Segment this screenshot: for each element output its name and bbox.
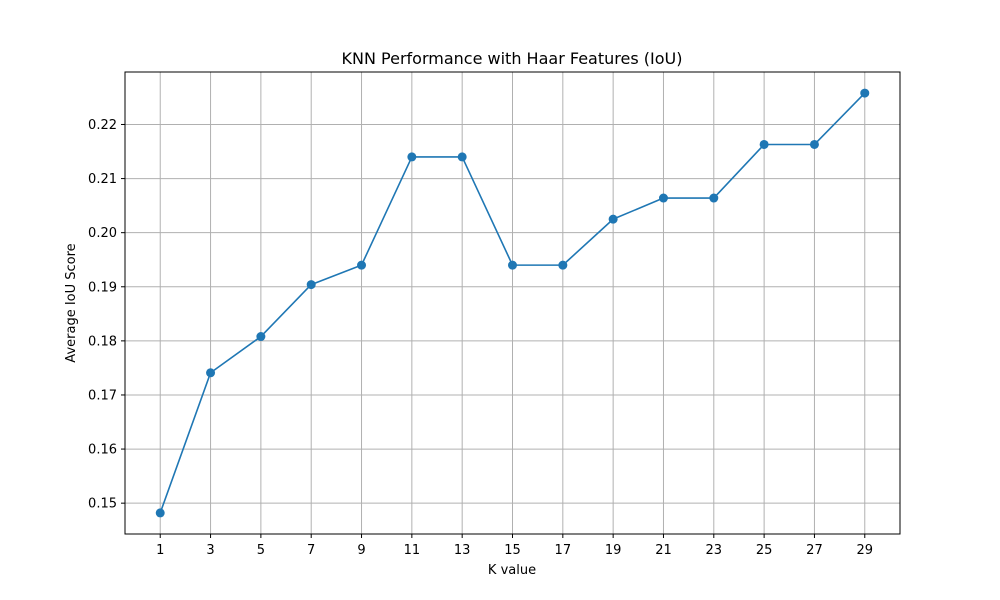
- series-group: [155, 88, 870, 518]
- x-tick-label: 13: [454, 543, 471, 558]
- y-axis-label: Average IoU Score: [64, 243, 79, 362]
- data-point: [407, 152, 417, 162]
- x-tick-label: 23: [706, 543, 723, 558]
- x-tick-label: 5: [257, 543, 265, 558]
- data-point: [860, 88, 870, 98]
- data-point: [809, 139, 819, 149]
- x-tick-label: 3: [206, 543, 214, 558]
- y-tick-label: 0.15: [88, 497, 117, 512]
- y-tick-label: 0.22: [88, 118, 117, 133]
- grid-lines: [125, 72, 900, 534]
- x-tick-label: 21: [655, 543, 672, 558]
- y-tick-label: 0.18: [88, 334, 117, 349]
- x-axis-ticks: 1 3 5 7 9 11 13 15 17 19 21 23 25 27 29: [156, 534, 873, 558]
- x-tick-label: 25: [756, 543, 773, 558]
- data-point: [155, 508, 165, 518]
- y-tick-label: 0.21: [88, 172, 117, 187]
- chart-title: KNN Performance with Haar Features (IoU): [342, 49, 683, 68]
- data-point: [306, 280, 316, 290]
- data-point: [256, 332, 266, 342]
- y-tick-label: 0.17: [88, 388, 117, 403]
- x-axis-label: K value: [488, 563, 536, 578]
- data-point: [759, 139, 769, 149]
- y-tick-label: 0.20: [88, 226, 117, 241]
- data-point: [206, 368, 216, 378]
- y-tick-label: 0.16: [88, 443, 117, 458]
- y-tick-label: 0.19: [88, 280, 117, 295]
- y-axis-ticks: 0.15 0.16 0.17 0.18 0.19 0.20 0.21 0.22: [88, 118, 125, 512]
- x-tick-label: 9: [357, 543, 365, 558]
- data-point: [457, 152, 467, 162]
- x-tick-label: 11: [404, 543, 421, 558]
- data-point: [709, 193, 719, 203]
- data-point: [558, 260, 568, 270]
- x-tick-label: 15: [504, 543, 521, 558]
- data-point: [357, 260, 367, 270]
- x-tick-label: 1: [156, 543, 164, 558]
- data-point: [658, 193, 668, 203]
- data-point: [608, 214, 618, 224]
- data-point: [508, 260, 517, 270]
- x-tick-label: 7: [307, 543, 315, 558]
- x-tick-label: 17: [555, 543, 572, 558]
- x-tick-label: 27: [806, 543, 823, 558]
- x-tick-label: 29: [856, 543, 873, 558]
- x-tick-label: 19: [605, 543, 622, 558]
